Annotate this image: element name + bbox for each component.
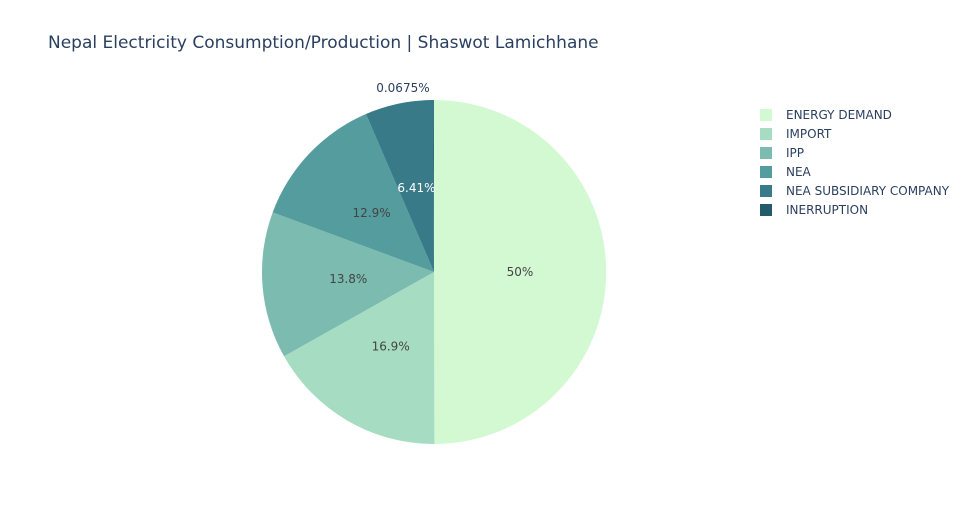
- pie-slice-import[interactable]: [284, 272, 435, 445]
- legend-label: NEA SUBSIDIARY COMPANY: [786, 183, 950, 198]
- legend-item[interactable]: NEA: [760, 162, 949, 181]
- legend-swatch: [760, 203, 772, 216]
- legend-item[interactable]: IPP: [760, 143, 949, 162]
- legend: ENERGY DEMAND IMPORT IPP NEA NEA SUBSIDIARY …: [760, 105, 949, 219]
- chart-title: Nepal Electricity Consumption/Production…: [48, 33, 599, 53]
- legend-swatch: [760, 108, 772, 121]
- legend-item[interactable]: IMPORT: [760, 124, 949, 143]
- pie-slice-nea[interactable]: [272, 114, 434, 272]
- legend-swatch: [760, 184, 772, 197]
- slice-label: 12.9%: [353, 206, 391, 220]
- legend-label: IPP: [786, 145, 805, 160]
- pie-slice-energy-demand[interactable]: [434, 99, 607, 444]
- legend-item[interactable]: INERRUPTION: [760, 200, 949, 219]
- legend-label: INERRUPTION: [786, 202, 869, 217]
- pie-slice-labels: 50% 16.9% 13.8% 12.9% 6.41% 0.0675%: [329, 81, 533, 353]
- pie-slice-nea-subsidiary-company[interactable]: [365, 100, 434, 272]
- legend-swatch: [760, 146, 772, 159]
- slice-label: 0.0675%: [376, 81, 429, 95]
- legend-label: IMPORT: [786, 126, 832, 141]
- slice-label: 13.8%: [329, 272, 367, 286]
- slice-label: 50%: [507, 265, 534, 279]
- legend-item[interactable]: NEA SUBSIDIARY COMPANY: [760, 181, 949, 200]
- pie-slice-ipp[interactable]: [261, 212, 434, 357]
- pie-slices: [261, 99, 607, 445]
- legend-swatch: [760, 165, 772, 178]
- legend-swatch: [760, 127, 772, 140]
- legend-item[interactable]: ENERGY DEMAND: [760, 105, 949, 124]
- slice-label: 6.41%: [397, 181, 435, 195]
- pie-slice-inerruption[interactable]: [433, 99, 434, 273]
- slice-label: 16.9%: [372, 339, 410, 353]
- legend-label: ENERGY DEMAND: [786, 107, 892, 122]
- legend-label: NEA: [786, 164, 811, 179]
